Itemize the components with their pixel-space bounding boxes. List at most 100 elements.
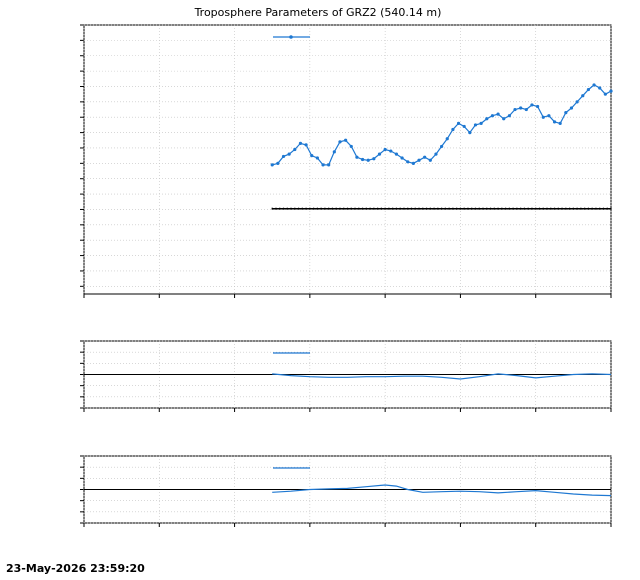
reference-point [361,207,364,210]
data-point [462,124,466,129]
series-line-ppp-f1a [272,373,612,380]
reference-point [486,207,488,210]
reference-point [523,207,526,210]
data-point [366,158,370,162]
data-point [281,154,286,159]
reference-point [354,207,356,210]
reference-point [305,207,307,210]
reference-point [482,207,484,210]
data-point [349,144,353,149]
reference-point [316,207,318,210]
data-point [451,127,455,132]
data-point [541,115,545,119]
reference-point [535,207,537,210]
data-point [406,160,410,164]
reference-point [418,207,420,210]
data-point [496,112,500,116]
data-point [490,114,495,118]
reference-point [324,207,326,210]
data-point [507,114,511,118]
reference-point [282,207,285,210]
reference-point [531,207,533,210]
reference-point [501,207,503,210]
data-point [558,121,562,125]
reference-point [463,207,465,210]
data-point [609,89,613,93]
reference-point [591,207,593,210]
reference-point [425,207,428,210]
data-point [603,92,607,96]
data-point [310,154,314,158]
reference-point [493,207,495,210]
reference-point [343,207,345,210]
data-point [276,161,280,165]
data-point [332,150,336,154]
reference-point [561,207,563,210]
reference-point [422,207,424,210]
reference-point [512,207,514,210]
chart-title: Troposphere Parameters of GRZ2 (540.14 m… [194,6,442,19]
reference-point [414,207,416,210]
reference-point [606,207,608,210]
reference-point [395,207,398,210]
data-point [519,106,523,110]
reference-point [441,207,443,210]
reference-point [275,207,277,210]
reference-point [580,207,582,210]
data-point [293,147,297,152]
data-point [270,163,274,167]
data-point [428,158,432,162]
reference-point [527,207,529,210]
data-point [321,163,325,167]
data-point [298,141,303,145]
data-point [440,144,444,149]
reference-point [373,207,375,210]
data-point [327,163,331,167]
data-point [394,152,399,156]
data-point [581,94,585,98]
data-point [383,147,387,152]
reference-point [553,207,556,210]
reference-point [497,207,499,210]
data-point [513,107,517,112]
reference-point [346,207,349,210]
reference-point [271,207,273,210]
reference-point [595,207,597,210]
data-point [569,106,574,110]
reference-point [279,207,281,210]
data-point [468,131,472,135]
reference-point [410,207,413,210]
reference-point [286,207,288,210]
reference-point [471,207,473,210]
data-point [479,121,483,125]
reference-point [459,207,462,210]
data-point [530,103,534,107]
reference-point [399,207,401,210]
data-point [377,152,382,156]
data-point [575,100,579,104]
data-point [502,117,506,121]
reference-point [546,207,548,210]
reference-point [365,207,367,210]
data-point [315,156,319,160]
reference-point [429,207,431,210]
reference-point [388,207,390,210]
data-point [445,137,449,141]
data-point [360,157,365,162]
reference-point [610,207,612,210]
data-point [417,158,421,162]
data-point [287,152,291,156]
reference-point [565,207,567,210]
reference-point [328,207,330,210]
reference-point [448,207,450,210]
series-line-ppp-f1a [272,484,612,497]
data-point [485,117,489,121]
plot-frame [83,24,612,295]
reference-point [478,207,480,210]
reference-point [294,207,296,210]
reference-point [516,207,518,210]
reference-point [489,207,492,210]
footer-timestamp: 23-May-2026 23:59:20 [6,562,145,575]
data-point [389,149,393,153]
